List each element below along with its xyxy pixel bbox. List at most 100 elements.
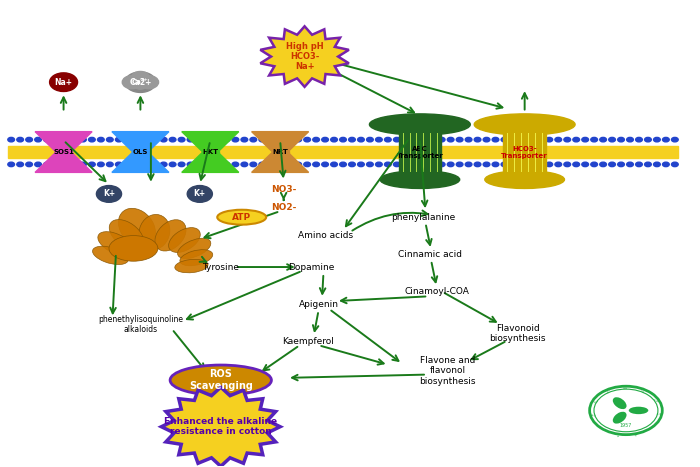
Circle shape xyxy=(367,162,373,167)
Bar xyxy=(55,151,72,153)
Circle shape xyxy=(151,137,158,142)
Circle shape xyxy=(35,162,41,167)
Circle shape xyxy=(466,162,472,167)
Circle shape xyxy=(330,137,337,142)
Circle shape xyxy=(654,162,660,167)
Circle shape xyxy=(160,137,167,142)
Circle shape xyxy=(402,137,409,142)
Circle shape xyxy=(295,137,302,142)
Circle shape xyxy=(35,137,41,142)
Circle shape xyxy=(662,137,669,142)
Circle shape xyxy=(600,162,606,167)
Circle shape xyxy=(178,137,185,142)
Circle shape xyxy=(125,162,131,167)
Circle shape xyxy=(501,162,508,167)
Text: 农: 农 xyxy=(592,399,596,403)
Polygon shape xyxy=(112,153,169,172)
Circle shape xyxy=(671,162,678,167)
Circle shape xyxy=(474,162,481,167)
Circle shape xyxy=(205,137,212,142)
Bar xyxy=(272,151,288,153)
Polygon shape xyxy=(182,153,239,172)
Circle shape xyxy=(546,162,552,167)
Circle shape xyxy=(636,137,643,142)
Circle shape xyxy=(134,80,148,89)
Text: 所: 所 xyxy=(623,385,625,389)
Circle shape xyxy=(537,137,544,142)
Circle shape xyxy=(26,137,32,142)
Circle shape xyxy=(438,137,445,142)
Circle shape xyxy=(358,137,364,142)
Circle shape xyxy=(609,162,615,167)
Circle shape xyxy=(125,137,131,142)
Circle shape xyxy=(116,162,122,167)
Circle shape xyxy=(573,137,580,142)
Circle shape xyxy=(429,162,436,167)
Circle shape xyxy=(349,137,356,142)
Circle shape xyxy=(125,72,156,92)
Circle shape xyxy=(589,386,662,435)
Circle shape xyxy=(169,137,176,142)
Circle shape xyxy=(71,162,77,167)
Text: K+: K+ xyxy=(194,190,206,198)
Circle shape xyxy=(510,137,517,142)
Circle shape xyxy=(600,137,606,142)
Ellipse shape xyxy=(612,397,626,409)
Circle shape xyxy=(447,162,454,167)
Ellipse shape xyxy=(92,246,128,264)
Circle shape xyxy=(421,162,427,167)
Circle shape xyxy=(358,162,364,167)
Circle shape xyxy=(617,137,624,142)
Text: 研: 研 xyxy=(654,398,659,402)
Circle shape xyxy=(106,162,113,167)
Circle shape xyxy=(555,137,561,142)
Bar xyxy=(202,151,218,153)
Circle shape xyxy=(340,162,346,167)
Text: Ca2+: Ca2+ xyxy=(130,78,152,87)
Bar xyxy=(398,130,441,174)
Circle shape xyxy=(304,162,311,167)
Text: Cinamoyl-COA: Cinamoyl-COA xyxy=(405,287,470,296)
Circle shape xyxy=(617,162,624,167)
Circle shape xyxy=(259,162,265,167)
Circle shape xyxy=(626,137,634,142)
Text: 1957: 1957 xyxy=(620,423,632,428)
Circle shape xyxy=(277,137,284,142)
Circle shape xyxy=(295,162,302,167)
Text: Tyrosine: Tyrosine xyxy=(202,262,239,271)
Ellipse shape xyxy=(175,259,208,273)
Circle shape xyxy=(330,162,337,167)
Circle shape xyxy=(384,162,391,167)
Text: SOS1: SOS1 xyxy=(53,149,74,155)
Circle shape xyxy=(187,137,194,142)
Circle shape xyxy=(52,137,60,142)
Text: Na+: Na+ xyxy=(55,78,73,87)
Ellipse shape xyxy=(629,407,648,414)
Text: Ca²⁺: Ca²⁺ xyxy=(132,79,148,85)
Text: ROS
Scavenging: ROS Scavenging xyxy=(189,369,253,391)
Text: Dopamine: Dopamine xyxy=(288,262,335,271)
Circle shape xyxy=(456,162,463,167)
Circle shape xyxy=(214,137,220,142)
Circle shape xyxy=(205,162,212,167)
Text: HCO3-
Transporter: HCO3- Transporter xyxy=(501,146,548,158)
Circle shape xyxy=(501,137,508,142)
Bar xyxy=(503,130,546,174)
Circle shape xyxy=(17,162,24,167)
Polygon shape xyxy=(162,387,280,467)
Circle shape xyxy=(636,162,643,167)
Text: 业: 业 xyxy=(589,413,594,415)
Circle shape xyxy=(178,162,185,167)
Text: NO3-: NO3- xyxy=(271,185,296,194)
Text: High pH
HCO3-
Na+: High pH HCO3- Na+ xyxy=(286,42,323,71)
Ellipse shape xyxy=(370,114,470,135)
Circle shape xyxy=(8,137,15,142)
Text: 国: 国 xyxy=(606,389,609,393)
Circle shape xyxy=(187,162,194,167)
Circle shape xyxy=(196,162,203,167)
Polygon shape xyxy=(35,132,92,151)
Circle shape xyxy=(97,185,122,202)
Ellipse shape xyxy=(118,208,155,247)
Ellipse shape xyxy=(180,250,213,266)
Circle shape xyxy=(438,162,445,167)
